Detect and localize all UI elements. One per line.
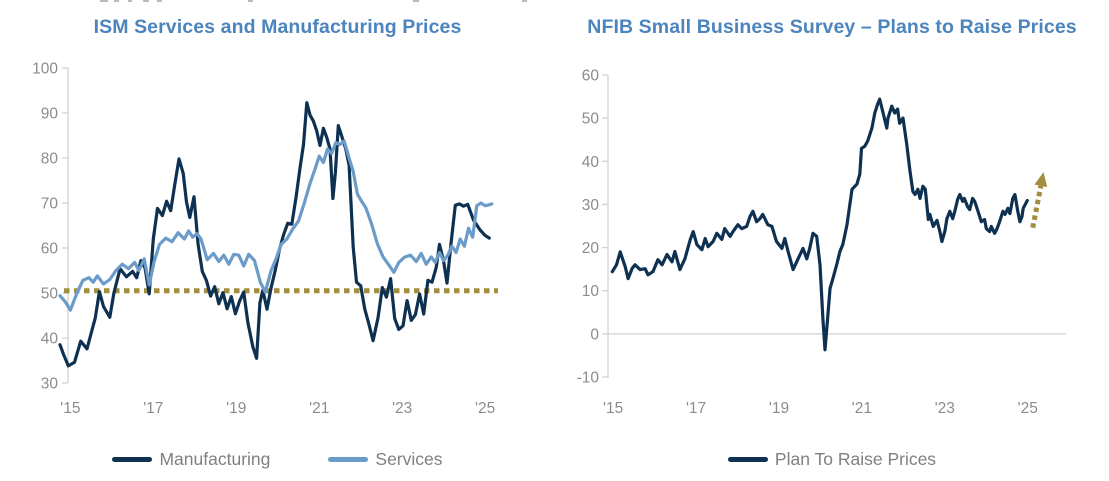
ism-chart-title: ISM Services and Manufacturing Prices	[93, 16, 462, 38]
clipped-text-fragment	[143, 0, 149, 2]
svg-text:50: 50	[582, 111, 600, 128]
svg-text:'25: '25	[1018, 400, 1038, 417]
ism-chart-panel: ISM Services and Manufacturing Prices 10…	[0, 16, 555, 470]
legend-item-plan-to-raise-prices: Plan To Raise Prices	[727, 449, 937, 470]
manufacturing-line-swatch	[112, 457, 153, 462]
clipped-text-fragment	[522, 0, 527, 2]
nfib-chart-title: NFIB Small Business Survey – Plans to Ra…	[587, 16, 1077, 38]
svg-text:60: 60	[582, 68, 600, 85]
legend-label: Services	[375, 449, 443, 469]
svg-text:80: 80	[41, 151, 59, 168]
svg-text:30: 30	[41, 376, 59, 393]
plan-to-raise-prices-line-swatch	[727, 457, 768, 462]
svg-text:30: 30	[582, 197, 600, 214]
svg-text:'23: '23	[935, 400, 955, 417]
svg-text:50: 50	[41, 286, 59, 303]
clipped-text-fragment	[157, 0, 162, 2]
svg-text:0: 0	[590, 326, 599, 343]
svg-text:40: 40	[582, 154, 600, 171]
svg-text:100: 100	[32, 61, 58, 78]
svg-text:40: 40	[41, 331, 59, 348]
svg-text:'19: '19	[226, 400, 246, 417]
legend-label: Plan To Raise Prices	[774, 449, 937, 469]
legend-item-manufacturing: Manufacturing	[112, 449, 270, 470]
svg-text:'15: '15	[603, 400, 623, 417]
nfib-plot-svg: 60 50 40 30 20 10 0 -10'15 '17 '19 '21 '23 '25	[577, 68, 1066, 417]
clipped-text-fragment	[114, 0, 119, 2]
clipped-text-fragment	[248, 0, 253, 2]
svg-text:'17: '17	[143, 400, 163, 417]
clipped-text-fragment	[100, 0, 108, 2]
clipped-text-fragment	[128, 0, 132, 2]
svg-text:60: 60	[41, 241, 59, 258]
svg-text:'17: '17	[686, 400, 706, 417]
svg-text:-10: -10	[577, 370, 600, 387]
clipped-text-fragment	[413, 0, 419, 2]
svg-text:'19: '19	[769, 400, 789, 417]
svg-text:'21: '21	[852, 400, 872, 417]
svg-text:'25: '25	[475, 400, 495, 417]
legend-item-services: Services	[328, 449, 443, 470]
ism-legend: Manufacturing Services	[0, 449, 555, 470]
svg-text:'21: '21	[309, 400, 329, 417]
legend-label: Manufacturing	[159, 449, 271, 469]
svg-text:70: 70	[41, 196, 59, 213]
svg-text:10: 10	[582, 283, 600, 300]
svg-text:'15: '15	[60, 400, 80, 417]
nfib-legend: Plan To Raise Prices	[555, 449, 1109, 470]
svg-text:90: 90	[41, 106, 59, 123]
ism-plot-svg: 100 90 80 70 60 50 40 30'15 '17 '19 '21 '23 '25	[32, 61, 498, 417]
nfib-chart-panel: NFIB Small Business Survey – Plans to Ra…	[555, 0, 1109, 481]
services-line-swatch	[328, 457, 369, 462]
svg-text:20: 20	[582, 240, 600, 257]
svg-text:'23: '23	[392, 400, 412, 417]
